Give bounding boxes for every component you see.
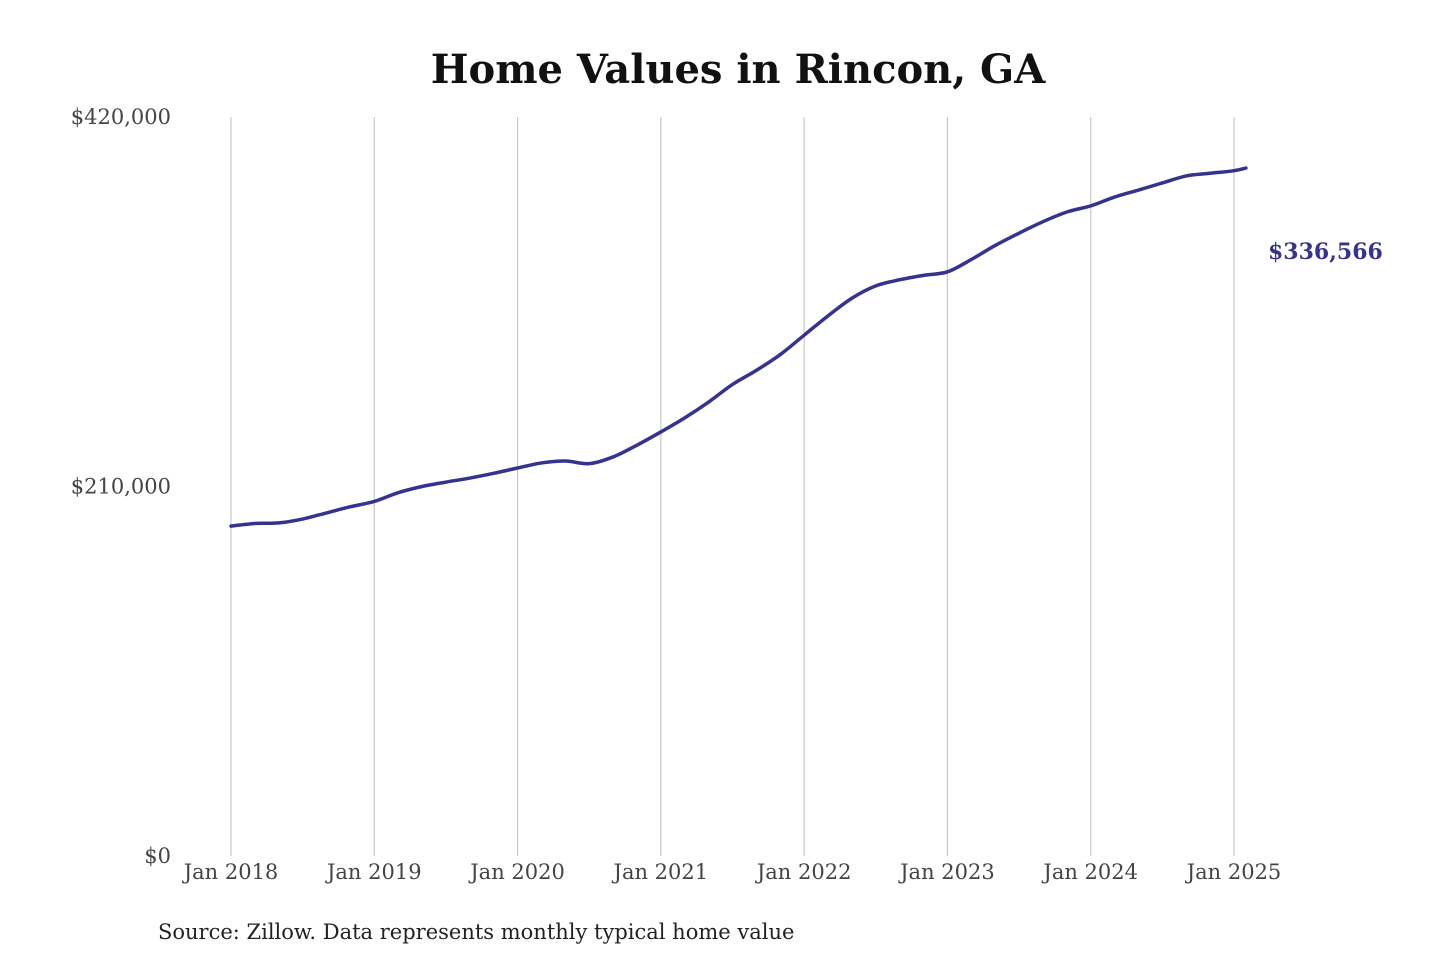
x-tick-label: Jan 2019 xyxy=(325,860,422,884)
x-tick-label: Jan 2023 xyxy=(898,860,995,884)
end-value-label: $336,566 xyxy=(1268,239,1383,265)
grid-lines xyxy=(230,117,1235,856)
x-axis-tick-labels: Jan 2018 Jan 2019 Jan 2020 Jan 2021 Jan 2022… xyxy=(182,860,1282,884)
source-note: Source: Zillow. Data represents monthly … xyxy=(158,920,794,944)
x-tick-label: Jan 2021 xyxy=(612,860,709,884)
x-tick-label: Jan 2022 xyxy=(755,860,852,884)
x-tick-label: Jan 2018 xyxy=(182,860,279,884)
series-layer xyxy=(229,166,1248,528)
y-axis-tick-labels: $0 $210,000 $420,000 xyxy=(71,105,171,868)
x-tick-label: Jan 2024 xyxy=(1041,860,1138,884)
y-tick-label: $210,000 xyxy=(71,475,171,499)
chart-title: Home Values in Rincon, GA xyxy=(431,46,1046,93)
y-tick-label: $420,000 xyxy=(71,105,171,129)
x-tick-label: Jan 2025 xyxy=(1185,860,1282,884)
x-tick-label: Jan 2020 xyxy=(468,860,565,884)
home-value-line xyxy=(229,166,1248,528)
y-tick-label: $0 xyxy=(144,844,171,868)
